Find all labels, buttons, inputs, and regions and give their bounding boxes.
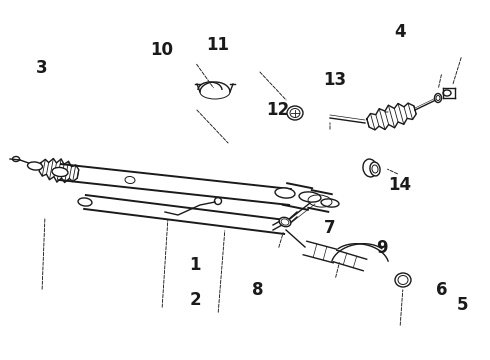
Text: 10: 10 xyxy=(150,41,173,59)
Ellipse shape xyxy=(321,199,339,207)
Text: 12: 12 xyxy=(267,101,290,119)
Ellipse shape xyxy=(299,192,321,202)
Text: 11: 11 xyxy=(206,36,229,54)
Text: 5: 5 xyxy=(456,296,468,314)
Ellipse shape xyxy=(275,188,295,198)
Text: 8: 8 xyxy=(252,281,264,299)
Ellipse shape xyxy=(78,198,92,206)
Text: 7: 7 xyxy=(324,219,336,237)
Text: 6: 6 xyxy=(436,281,448,299)
Ellipse shape xyxy=(370,162,380,176)
Text: 14: 14 xyxy=(389,176,412,194)
Ellipse shape xyxy=(52,167,68,176)
Ellipse shape xyxy=(27,162,43,170)
Text: 2: 2 xyxy=(189,291,201,309)
Ellipse shape xyxy=(287,106,303,120)
Ellipse shape xyxy=(435,94,441,103)
Ellipse shape xyxy=(363,159,377,177)
Ellipse shape xyxy=(279,217,291,227)
Text: 3: 3 xyxy=(36,59,48,77)
Text: 4: 4 xyxy=(394,23,406,41)
Text: 9: 9 xyxy=(376,239,388,257)
Text: 1: 1 xyxy=(189,256,201,274)
Ellipse shape xyxy=(395,273,411,287)
Text: 13: 13 xyxy=(323,71,346,89)
